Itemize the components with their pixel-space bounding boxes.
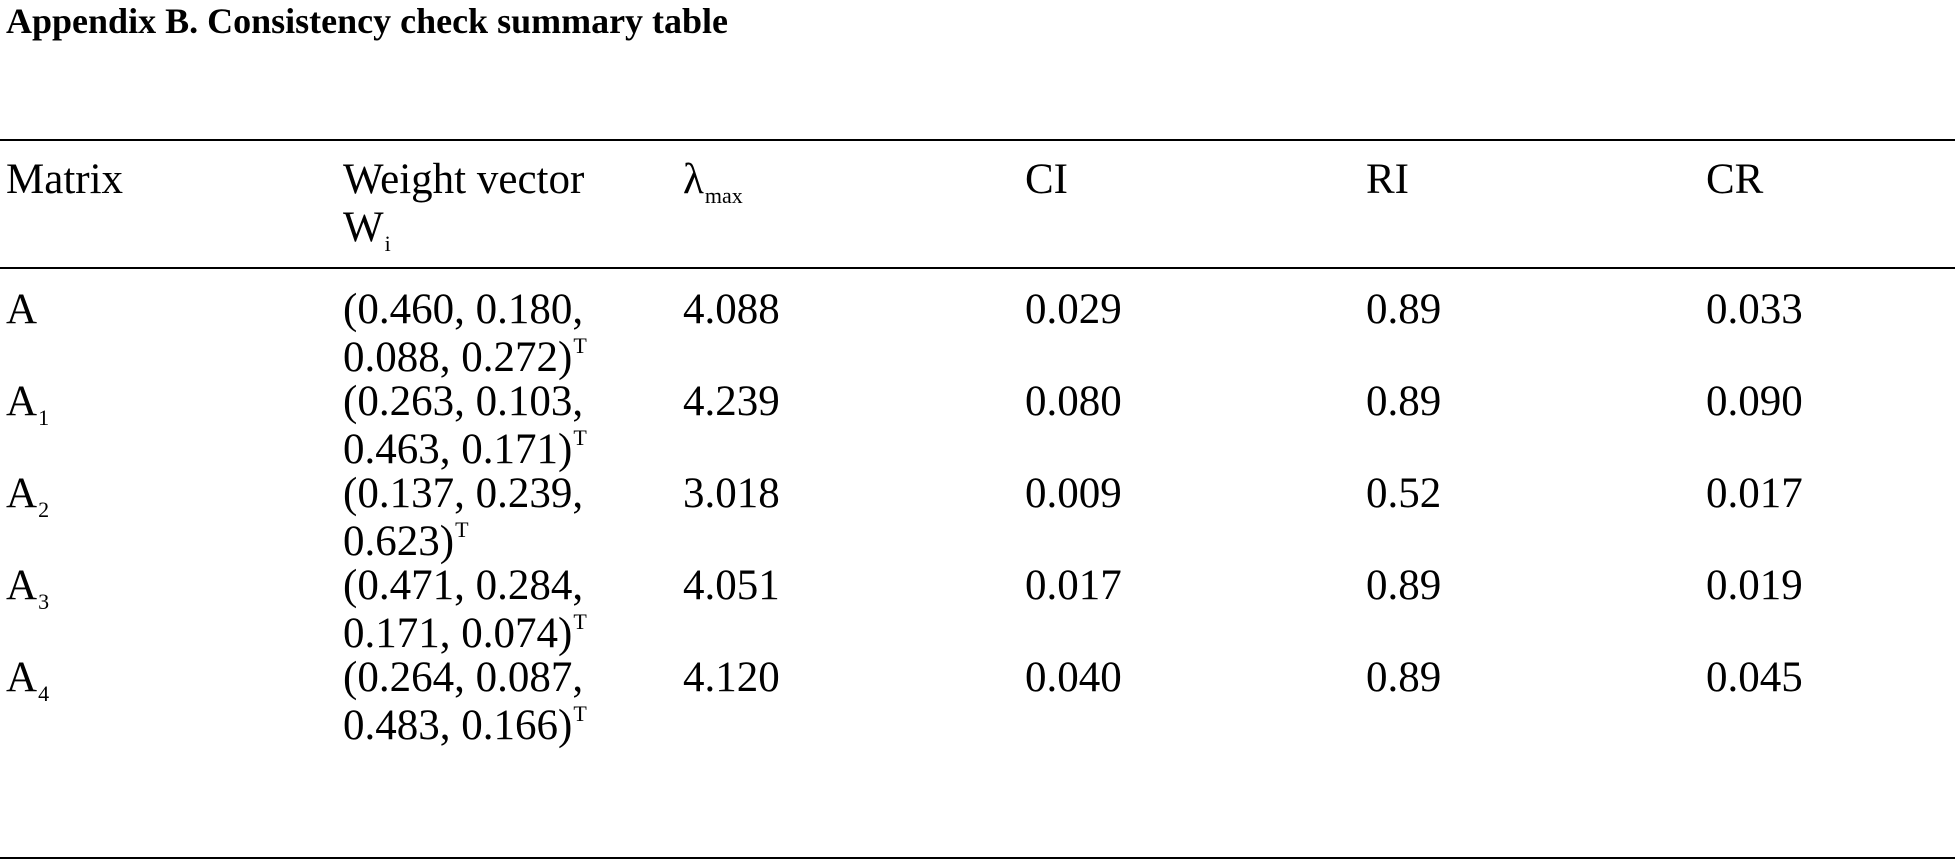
header-weight-line2: Wi xyxy=(343,204,633,258)
matrix-subscript: 2 xyxy=(38,497,50,522)
cell-ci: 0.080 xyxy=(1025,378,1122,425)
weight-line1: (0.137, 0.239, xyxy=(343,470,584,517)
cell-matrix: A xyxy=(6,286,38,340)
header-cr: CR xyxy=(1706,156,1764,203)
cell-ci: 0.009 xyxy=(1025,470,1122,517)
weight-line2: 0.623) xyxy=(343,518,455,565)
cell-ri: 0.89 xyxy=(1366,378,1442,425)
header-lambda-max: λmax xyxy=(683,156,743,210)
table-row: A1 (0.263, 0.103, 0.463, 0.171)T 4.239 0.080… xyxy=(0,378,1955,488)
weight-line2-wrap: 0.463, 0.171)T xyxy=(343,425,633,480)
weight-line2: 0.171, 0.074) xyxy=(343,610,573,657)
cell-ri: 0.89 xyxy=(1366,286,1442,333)
header-lambda-subscript: max xyxy=(704,183,743,208)
weight-transpose: T xyxy=(573,333,587,358)
table-top-rule xyxy=(0,139,1955,141)
cell-lambda-max: 3.018 xyxy=(683,470,780,517)
header-matrix: Matrix xyxy=(6,156,124,203)
table-bottom-rule xyxy=(0,857,1955,859)
weight-line1: (0.263, 0.103, xyxy=(343,378,584,425)
weight-transpose: T xyxy=(573,425,587,450)
cell-cr: 0.017 xyxy=(1706,470,1803,517)
cell-weight-vector: (0.137, 0.239, 0.623)T xyxy=(343,470,633,572)
cell-ri: 0.89 xyxy=(1366,562,1442,609)
matrix-symbol: A xyxy=(6,654,38,701)
cell-cr: 0.045 xyxy=(1706,654,1803,701)
weight-transpose: T xyxy=(573,609,587,634)
matrix-subscript: 4 xyxy=(38,681,50,706)
cell-cr: 0.033 xyxy=(1706,286,1803,333)
matrix-subscript: 1 xyxy=(38,405,50,430)
weight-transpose: T xyxy=(573,701,587,726)
weight-line1: (0.264, 0.087, xyxy=(343,654,584,701)
cell-lambda-max: 4.120 xyxy=(683,654,780,701)
cell-lambda-max: 4.088 xyxy=(683,286,780,333)
weight-transpose: T xyxy=(455,517,469,542)
cell-weight-vector: (0.263, 0.103, 0.463, 0.171)T xyxy=(343,378,633,480)
table-title: Appendix B. Consistency check summary ta… xyxy=(6,1,729,41)
weight-line2-wrap: 0.088, 0.272)T xyxy=(343,333,633,388)
cell-ci: 0.029 xyxy=(1025,286,1122,333)
table-row: A4 (0.264, 0.087, 0.483, 0.166)T 4.120 0.040… xyxy=(0,654,1955,764)
header-weight-vector: Weight vector Wi xyxy=(343,156,633,258)
cell-weight-vector: (0.264, 0.087, 0.483, 0.166)T xyxy=(343,654,633,756)
cell-matrix: A4 xyxy=(6,654,49,708)
header-ci: CI xyxy=(1025,156,1068,203)
matrix-subscript: 3 xyxy=(38,589,50,614)
cell-ci: 0.017 xyxy=(1025,562,1122,609)
weight-line2: 0.088, 0.272) xyxy=(343,334,573,381)
cell-matrix: A2 xyxy=(6,470,49,524)
cell-matrix: A1 xyxy=(6,378,49,432)
weight-line2: 0.463, 0.171) xyxy=(343,426,573,473)
header-ri: RI xyxy=(1366,156,1409,203)
cell-ci: 0.040 xyxy=(1025,654,1122,701)
weight-line1: (0.471, 0.284, xyxy=(343,562,584,609)
header-weight-symbol: W xyxy=(343,204,384,251)
matrix-symbol: A xyxy=(6,470,38,517)
weight-line2-wrap: 0.623)T xyxy=(343,517,633,572)
header-weight-subscript: i xyxy=(384,231,391,256)
cell-cr: 0.090 xyxy=(1706,378,1803,425)
table-row: A3 (0.471, 0.284, 0.171, 0.074)T 4.051 0.017… xyxy=(0,562,1955,672)
cell-ri: 0.52 xyxy=(1366,470,1442,517)
cell-weight-vector: (0.471, 0.284, 0.171, 0.074)T xyxy=(343,562,633,664)
cell-cr: 0.019 xyxy=(1706,562,1803,609)
header-weight-line1: Weight vector xyxy=(343,156,585,203)
cell-lambda-max: 4.051 xyxy=(683,562,780,609)
table-header-row: Matrix Weight vector Wi λmax CI RI CR xyxy=(0,156,1955,261)
table-header-rule xyxy=(0,267,1955,269)
cell-matrix: A3 xyxy=(6,562,49,616)
cell-lambda-max: 4.239 xyxy=(683,378,780,425)
weight-line1: (0.460, 0.180, xyxy=(343,286,584,333)
weight-line2-wrap: 0.171, 0.074)T xyxy=(343,609,633,664)
matrix-symbol: A xyxy=(6,562,38,609)
cell-weight-vector: (0.460, 0.180, 0.088, 0.272)T xyxy=(343,286,633,388)
weight-line2: 0.483, 0.166) xyxy=(343,702,573,749)
table-row: A2 (0.137, 0.239, 0.623)T 3.018 0.009 0.52 0.0… xyxy=(0,470,1955,580)
header-lambda-symbol: λ xyxy=(683,156,704,203)
cell-ri: 0.89 xyxy=(1366,654,1442,701)
table-row: A (0.460, 0.180, 0.088, 0.272)T 4.088 0.029 0… xyxy=(0,286,1955,396)
matrix-symbol: A xyxy=(6,378,38,425)
matrix-symbol: A xyxy=(6,286,38,333)
weight-line2-wrap: 0.483, 0.166)T xyxy=(343,701,633,756)
